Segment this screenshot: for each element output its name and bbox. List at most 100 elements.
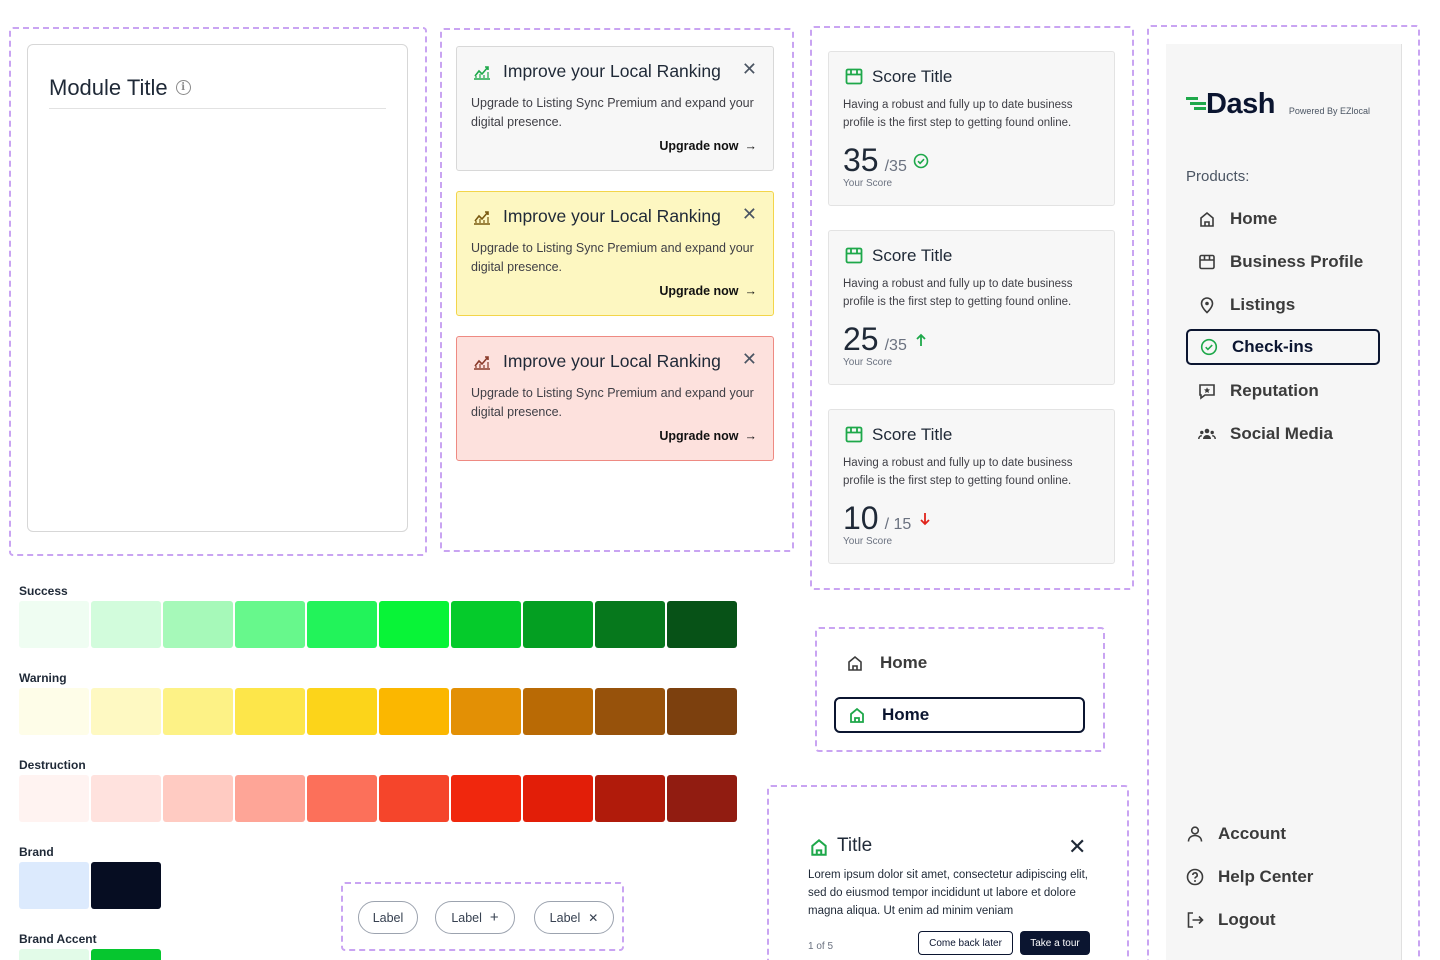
color-swatch[interactable]: [19, 688, 89, 735]
module-card: Module Title i: [27, 44, 408, 532]
score-title: Score Title: [872, 67, 953, 86]
palette-row: [19, 775, 737, 822]
banner-title: Improve your Local Ranking: [503, 206, 721, 226]
close-icon[interactable]: ✕: [741, 204, 757, 224]
color-swatch[interactable]: [163, 775, 233, 822]
color-swatch[interactable]: [595, 775, 665, 822]
color-swatch[interactable]: [91, 949, 161, 960]
score-card: Score Title Having a robust and fully up…: [828, 230, 1115, 385]
chip[interactable]: Label: [358, 901, 418, 934]
color-swatch[interactable]: [307, 688, 377, 735]
banner-warning: Improve your Local Ranking ✕ Upgrade to …: [456, 191, 774, 316]
color-swatch[interactable]: [451, 688, 521, 735]
logo-text: Dash: [1206, 88, 1275, 120]
score-label: Your Score: [843, 357, 893, 368]
score-description: Having a robust and fully up to date bus…: [843, 457, 1073, 487]
color-swatch[interactable]: [235, 775, 305, 822]
sidebar-item-account[interactable]: Account: [1174, 816, 1368, 852]
sidebar-item-label: Help Center: [1218, 867, 1314, 886]
score-label: Your Score: [843, 536, 893, 547]
color-swatch[interactable]: [595, 601, 665, 648]
map-pin-icon: [1200, 297, 1214, 314]
banner-body: Upgrade to Listing Sync Premium and expa…: [471, 96, 754, 129]
color-swatch[interactable]: [91, 688, 161, 735]
color-swatch[interactable]: [19, 949, 89, 960]
color-swatch[interactable]: [595, 688, 665, 735]
info-icon[interactable]: i: [175, 80, 191, 95]
sidebar-item-logout[interactable]: Logout: [1174, 902, 1368, 938]
color-swatch[interactable]: [667, 688, 737, 735]
color-swatch[interactable]: [91, 601, 161, 648]
color-swatch[interactable]: [379, 688, 449, 735]
logo-mark-icon: [1186, 97, 1206, 111]
take-a-tour-button[interactable]: Take a tour: [1020, 931, 1090, 955]
sidebar-item-label: Business Profile: [1230, 252, 1364, 271]
color-swatch[interactable]: [19, 601, 89, 648]
module-header: Module Title i: [49, 67, 386, 109]
color-swatch[interactable]: [235, 688, 305, 735]
color-swatch[interactable]: [307, 601, 377, 648]
sidebar-item-label: Account: [1218, 824, 1286, 843]
sidebar-frame: [1147, 25, 1420, 960]
color-swatch[interactable]: [523, 775, 593, 822]
trending-up-icon: [474, 356, 490, 370]
products-label: Products:: [1186, 168, 1250, 185]
color-swatch[interactable]: [19, 775, 89, 822]
color-swatch[interactable]: [91, 775, 161, 822]
close-icon[interactable]: ✕: [741, 349, 757, 369]
color-swatch[interactable]: [163, 601, 233, 648]
come-back-later-button[interactable]: Come back later: [918, 931, 1013, 955]
logout-icon: [1187, 912, 1204, 928]
score-value: 10: [843, 500, 879, 536]
arrow-right-icon: →: [744, 139, 758, 153]
sidebar-item-check-ins[interactable]: Check-ins: [1186, 329, 1380, 365]
close-icon[interactable]: ✕: [741, 59, 757, 79]
sidebar-item-social-media[interactable]: Social Media: [1186, 416, 1380, 452]
chip-removable[interactable]: Label ✕: [534, 901, 614, 934]
banner-title: Improve your Local Ranking: [503, 61, 721, 81]
palette-label: Success: [19, 584, 68, 598]
close-icon[interactable]: ✕: [1068, 834, 1087, 859]
arrow-right-icon: →: [744, 284, 758, 298]
arrow-down-icon: [920, 512, 930, 525]
home-nav-label: Home: [882, 705, 930, 724]
color-swatch[interactable]: [523, 601, 593, 648]
home-icon: [850, 707, 864, 723]
upgrade-now-label: Upgrade now: [659, 284, 739, 298]
palette-row: [19, 949, 161, 960]
color-swatch[interactable]: [667, 601, 737, 648]
user-icon: [1187, 826, 1203, 842]
logo[interactable]: Dash Powered By EZlocal: [1186, 88, 1370, 121]
color-swatch[interactable]: [667, 775, 737, 822]
color-swatch[interactable]: [307, 775, 377, 822]
plus-icon[interactable]: +: [489, 909, 499, 926]
sidebar-item-label: Logout: [1218, 910, 1276, 929]
upgrade-now-button[interactable]: Upgrade now →: [659, 429, 757, 443]
upgrade-now-button[interactable]: Upgrade now →: [659, 139, 757, 153]
sidebar-item-help-center[interactable]: Help Center: [1174, 859, 1368, 895]
color-swatch[interactable]: [163, 688, 233, 735]
storefront-icon: [1199, 254, 1215, 270]
home-nav-item-active[interactable]: Home: [834, 697, 1085, 733]
palette-row: [19, 601, 737, 648]
tour-body: Lorem ipsum dolor sit amet, consectetur …: [808, 869, 1088, 917]
sidebar-item-reputation[interactable]: Reputation: [1186, 373, 1380, 409]
color-swatch[interactable]: [91, 862, 161, 909]
color-swatch[interactable]: [451, 775, 521, 822]
check-circle-icon: [1200, 338, 1218, 356]
chip-add[interactable]: Label +: [435, 901, 515, 934]
color-swatch[interactable]: [19, 862, 89, 909]
color-swatch[interactable]: [451, 601, 521, 648]
sidebar-item-business-profile[interactable]: Business Profile: [1186, 244, 1380, 280]
sidebar-item-home[interactable]: Home: [1186, 201, 1380, 237]
color-swatch[interactable]: [379, 775, 449, 822]
sidebar-item-listings[interactable]: Listings: [1186, 287, 1380, 323]
color-swatch[interactable]: [523, 688, 593, 735]
close-icon[interactable]: ✕: [588, 910, 599, 925]
arrow-right-icon: →: [744, 429, 758, 443]
color-swatch[interactable]: [235, 601, 305, 648]
color-swatch[interactable]: [379, 601, 449, 648]
chip-label: Label: [549, 910, 581, 925]
home-nav-item[interactable]: Home: [834, 645, 1085, 681]
upgrade-now-button[interactable]: Upgrade now →: [659, 284, 757, 298]
